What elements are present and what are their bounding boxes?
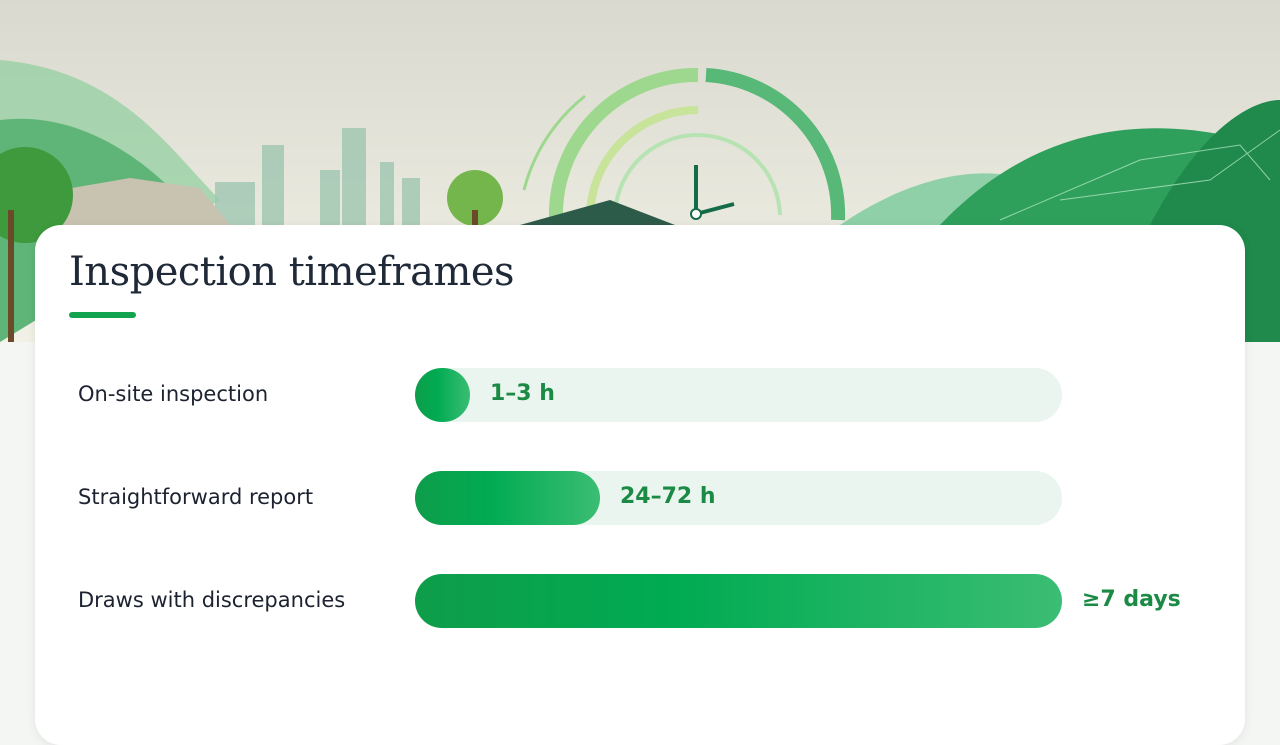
row-label: On-site inspection xyxy=(78,382,269,406)
timeframe-row: On-site inspection 1–3 h xyxy=(35,368,1245,422)
bar xyxy=(415,574,1062,628)
row-value: ≥7 days xyxy=(1082,587,1181,612)
row-value: 24–72 h xyxy=(620,484,716,509)
title: Inspection timeframes xyxy=(69,249,515,295)
title-underline xyxy=(69,312,136,318)
bar-track xyxy=(415,471,1062,525)
row-label: Straightforward report xyxy=(78,485,314,509)
row-value: 1–3 h xyxy=(490,381,555,406)
bar xyxy=(415,368,470,422)
bar-track xyxy=(415,368,1062,422)
bar-track xyxy=(415,574,1062,628)
timeframe-row: Draws with discrepancies ≥7 days xyxy=(35,574,1245,628)
row-label: Draws with discrepancies xyxy=(78,588,346,612)
timeframe-row: Straightforward report 24–72 h xyxy=(35,471,1245,525)
card: Inspection timeframes On-site inspection… xyxy=(35,225,1245,745)
bar xyxy=(415,471,600,525)
